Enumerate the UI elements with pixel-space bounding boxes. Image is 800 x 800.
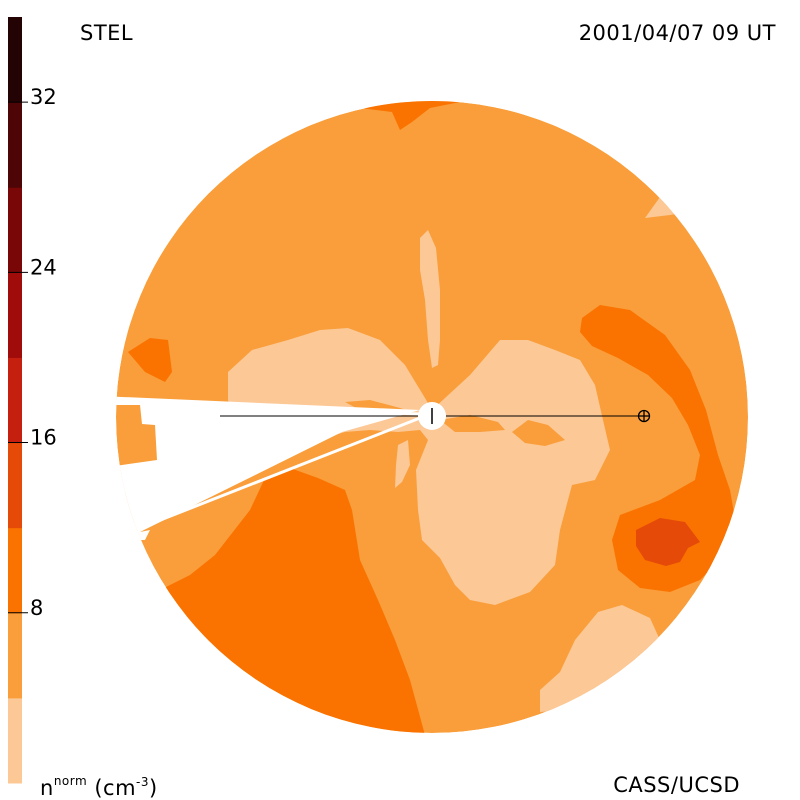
- units-exponent: -3: [136, 775, 150, 789]
- colorbar-tick-label: 32: [30, 85, 57, 109]
- timestamp: 2001/04/07 09 UT: [578, 21, 776, 45]
- colorbar-tick-label: 24: [30, 255, 57, 279]
- density-disk: [116, 101, 748, 733]
- colorbar-band: [8, 357, 22, 444]
- colorbar-band: [8, 187, 22, 273]
- colorbar-band: [8, 527, 22, 614]
- colorbar-band: [8, 102, 22, 188]
- colorbar-band: [8, 612, 22, 699]
- units-suffix-close: ): [149, 776, 158, 800]
- colorbar-tick-label: 8: [30, 596, 43, 620]
- right-arc-enhanced-region: [580, 305, 737, 592]
- colorbar-ticks: 32 24 16 8: [8, 85, 57, 620]
- unobserved-wedge: [116, 396, 420, 540]
- center-orange-lens: [512, 420, 565, 446]
- units-label: nnorm (cm-3): [40, 775, 158, 799]
- credit-label: CASS/UCSD: [613, 773, 740, 797]
- left-enhanced-patch: [128, 338, 172, 382]
- colorbar-band: [8, 697, 22, 784]
- units-superscript: norm: [53, 774, 88, 788]
- line-of-sight-gap-upper: [99, 400, 421, 416]
- lower-streamer: [395, 440, 410, 488]
- units-suffix-open: (cm: [87, 776, 137, 800]
- earth-icon: [637, 409, 651, 423]
- colorbar-band: [8, 272, 22, 358]
- colorbar: [8, 17, 22, 784]
- central-low-density-region: [228, 328, 610, 605]
- upper-streamer: [420, 230, 440, 368]
- colorbar-tick-label: 16: [30, 426, 57, 450]
- site-label: STEL: [80, 21, 134, 45]
- colorbar-band: [8, 17, 22, 103]
- line-of-sight-gap-lower: [139, 416, 421, 530]
- colorbar-band: [8, 442, 22, 529]
- right-peak-density-patch: [636, 518, 700, 566]
- lower-right-low-density-region: [540, 605, 660, 712]
- center-orange-sliver-right: [440, 415, 505, 432]
- units-symbol: n: [40, 776, 54, 800]
